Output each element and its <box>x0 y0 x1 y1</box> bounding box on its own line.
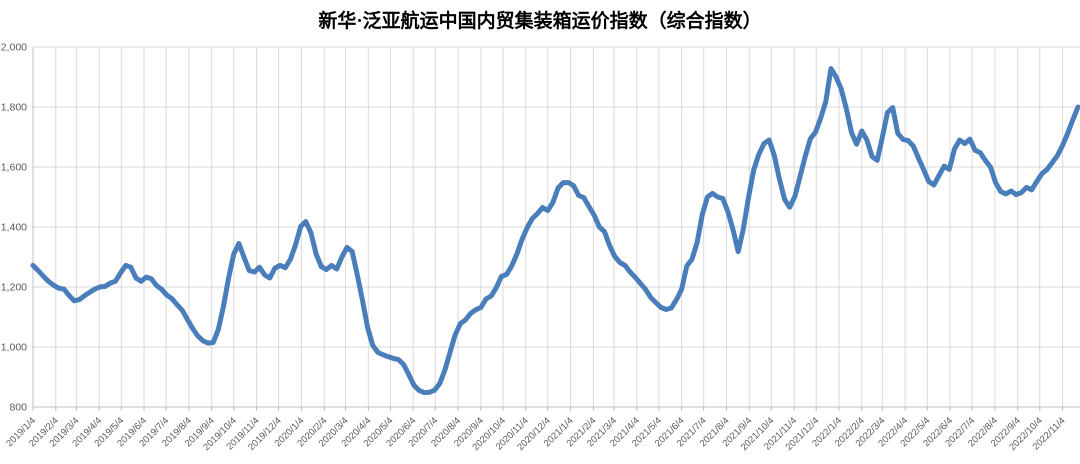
grid-layer <box>32 46 1080 408</box>
axis-label-layer: 8001,0001,2001,4001,6001,8002,0002019/1/… <box>1 42 1068 454</box>
y-tick-label: 2,000 <box>1 42 27 54</box>
y-tick-label: 1,400 <box>1 222 27 234</box>
y-tick-label: 1,800 <box>1 102 27 114</box>
y-tick-label: 1,000 <box>1 342 27 354</box>
y-tick-label: 1,200 <box>1 282 27 294</box>
axis-layer <box>32 47 1080 411</box>
y-tick-label: 1,600 <box>1 162 27 174</box>
series-layer <box>30 66 1080 396</box>
chart-title: 新华·泛亚航运中国内贸集装箱运价指数（综合指数） <box>318 9 761 32</box>
y-tick-label: 800 <box>9 402 27 414</box>
index-line-series <box>30 66 1080 396</box>
